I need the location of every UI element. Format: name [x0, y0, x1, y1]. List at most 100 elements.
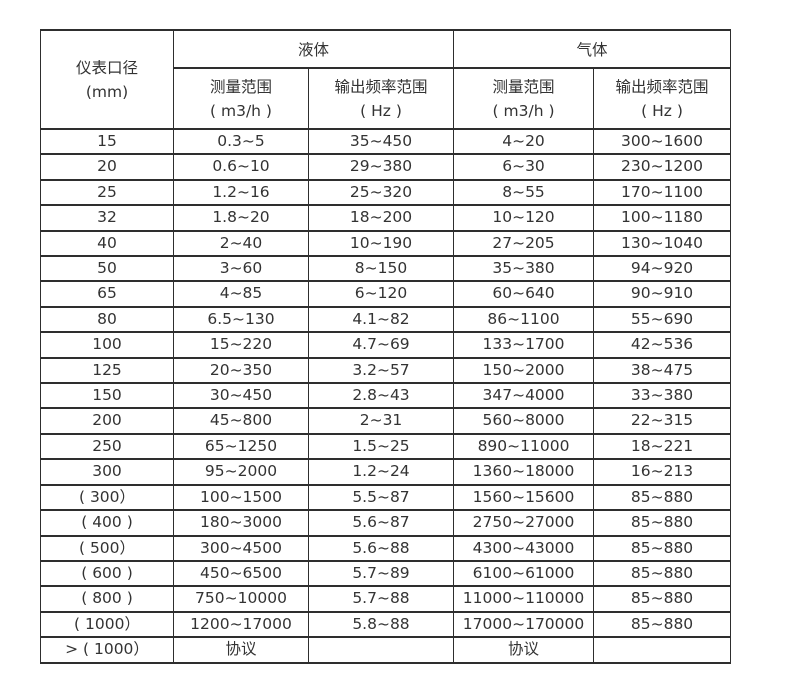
table-header: 仪表口径 (mm) 液体 气体 测量范围 ( m3/h ) 输出频率范围 ( H…: [40, 29, 732, 130]
table-cell: 35~380: [453, 255, 595, 283]
table-cell: 8~55: [453, 178, 595, 207]
table-cell: 29~380: [307, 153, 455, 181]
header-liquid-measure-range: 测量范围 ( m3/h ): [173, 67, 309, 130]
header-group-row: 仪表口径 (mm) 液体 气体: [40, 29, 732, 130]
header-gas-measure-unit: ( m3/h ): [492, 101, 555, 120]
table-row: ( 500） 300~4500 5.6~88 4300~43000 85~880: [40, 534, 732, 562]
table-cell: 130~1040: [593, 229, 732, 258]
table-cell: 8~150: [307, 255, 455, 283]
table-cell: 32: [40, 204, 174, 232]
table-cell: 27~205: [453, 229, 595, 258]
header-sub-row: 测量范围 ( m3/h ) 输出频率范围 ( Hz ) 测量范围 ( m3/h …: [41, 67, 732, 130]
header-liquid-measure-label: 测量范围: [209, 77, 272, 96]
table-row: ( 300） 100~1500 5.5~87 1560~15600 85~880: [40, 483, 732, 512]
table-row: 65 4~85 6~120 60~640 90~910: [40, 280, 732, 308]
table-row: 300 95~2000 1.2~24 1360~18000 16~213: [40, 458, 732, 486]
table-row: 200 45~800 2~31 560~8000 22~315: [40, 407, 732, 435]
table-cell: 60~640: [453, 280, 595, 308]
table-cell: 0.3~5: [173, 127, 309, 156]
table-cell: 6100~61000: [453, 559, 595, 588]
table-cell: 250: [40, 432, 174, 461]
table-cell: 40: [40, 229, 174, 258]
table-cell: 85~880: [593, 559, 732, 588]
table-row: ( 1000） 1200~17000 5.8~88 17000~170000 85~88…: [40, 610, 732, 639]
table-cell: 18~200: [307, 204, 455, 232]
table-cell: 4.7~69: [307, 331, 455, 359]
table-row: 80 6.5~130 4.1~82 86~1100 55~690: [40, 305, 732, 334]
table-row: 20 0.6~10 29~380 6~30 230~1200: [40, 153, 732, 181]
table-cell: 90~910: [593, 280, 732, 308]
table-cell: 300: [40, 458, 174, 486]
header-liquid-measure-unit: ( m3/h ): [210, 101, 272, 120]
table-cell: 4~85: [173, 280, 309, 308]
table-cell: 125: [40, 356, 174, 385]
table-cell: 30~450: [173, 382, 309, 410]
table-cell: 890~11000: [453, 432, 595, 461]
table-cell: 18~221: [593, 432, 732, 461]
table-cell: 450~6500: [173, 559, 309, 588]
table-cell: > ( 1000）: [40, 636, 174, 664]
table-cell: 15: [40, 127, 174, 156]
table-cell: ( 600 ): [40, 559, 174, 588]
table-cell: ( 1000）: [40, 610, 174, 639]
table-cell: 85~880: [593, 483, 732, 512]
table-cell: 3~60: [173, 255, 309, 283]
table-cell: 11000~110000: [453, 585, 595, 613]
table-cell: 85~880: [593, 585, 732, 613]
table-cell: 16~213: [593, 458, 732, 486]
table-cell: 25~320: [307, 178, 455, 207]
header-diameter: 仪表口径 (mm): [40, 29, 174, 130]
header-liquid-frequency-range: 输出频率范围 ( Hz ): [307, 67, 455, 130]
table-cell: 1.2~16: [173, 178, 309, 207]
table-row: 50 3~60 8~150 35~380 94~920: [40, 255, 732, 283]
header-diameter-unit: (mm): [85, 82, 129, 101]
table-cell: 170~1100: [593, 178, 732, 207]
table-row: 250 65~1250 1.5~25 890~11000 18~221: [40, 432, 732, 461]
table-cell: 5.8~88: [307, 610, 455, 639]
table-cell: 协议: [453, 636, 595, 664]
table-cell: ( 500）: [40, 534, 174, 562]
table-cell: 10~120: [453, 204, 595, 232]
table-cell: 22~315: [593, 407, 732, 435]
table-row: ( 600 ) 450~6500 5.7~89 6100~61000 85~880: [40, 559, 732, 588]
table-cell: 5.7~88: [307, 585, 455, 613]
header-gas-frequency-unit: ( Hz ): [641, 101, 683, 120]
table-row: 125 20~350 3.2~57 150~2000 38~475: [40, 356, 732, 385]
table-cell: 协议: [173, 636, 309, 664]
table-cell: 17000~170000: [453, 610, 595, 639]
table-cell: 750~10000: [173, 585, 309, 613]
header-gas-measure-range: 测量范围 ( m3/h ): [453, 67, 595, 130]
table-cell: 100: [40, 331, 174, 359]
table-cell: 100~1180: [593, 204, 732, 232]
header-group-liquid: 液体: [172, 29, 455, 69]
table-cell: 5.5~87: [307, 483, 455, 512]
table-cell: 94~920: [593, 255, 732, 283]
table-cell: 300~4500: [173, 534, 309, 562]
header-group-gas: 气体: [453, 29, 732, 69]
table-cell: 2.8~43: [307, 382, 455, 410]
table-cell: 10~190: [307, 229, 455, 258]
table-cell: 200: [40, 407, 174, 435]
table-cell: 4.1~82: [307, 305, 455, 334]
table-cell: 95~2000: [173, 458, 309, 486]
table-cell: 1.2~24: [307, 458, 455, 486]
table-cell: ( 400 ): [40, 509, 174, 537]
table-cell: 33~380: [593, 382, 732, 410]
table-row: ( 400 ) 180~3000 5.6~87 2750~27000 85~880: [40, 509, 732, 537]
table-cell: 2~31: [307, 407, 455, 435]
table-cell: 45~800: [173, 407, 309, 435]
table-cell: 150: [40, 382, 174, 410]
header-liquid-frequency-label: 输出频率范围: [334, 77, 428, 96]
table-row: ( 800 ) 750~10000 5.7~88 11000~110000 85~880: [40, 585, 732, 613]
table-cell: 5.6~88: [307, 534, 455, 562]
flowmeter-spec-table: 仪表口径 (mm) 液体 气体 测量范围 ( m3/h ) 输出频率范围 ( H…: [40, 29, 732, 664]
table-row: 40 2~40 10~190 27~205 130~1040: [40, 229, 732, 258]
table-cell: 150~2000: [453, 356, 595, 385]
table-cell: 4~20: [453, 127, 595, 156]
table-cell: 20: [40, 153, 174, 181]
header-gas-frequency-label: 输出频率范围: [615, 77, 709, 96]
table-cell: 6.5~130: [173, 305, 309, 334]
table-cell: 4300~43000: [453, 534, 595, 562]
table-cell: 560~8000: [453, 407, 595, 435]
table-cell: 5.6~87: [307, 509, 455, 537]
